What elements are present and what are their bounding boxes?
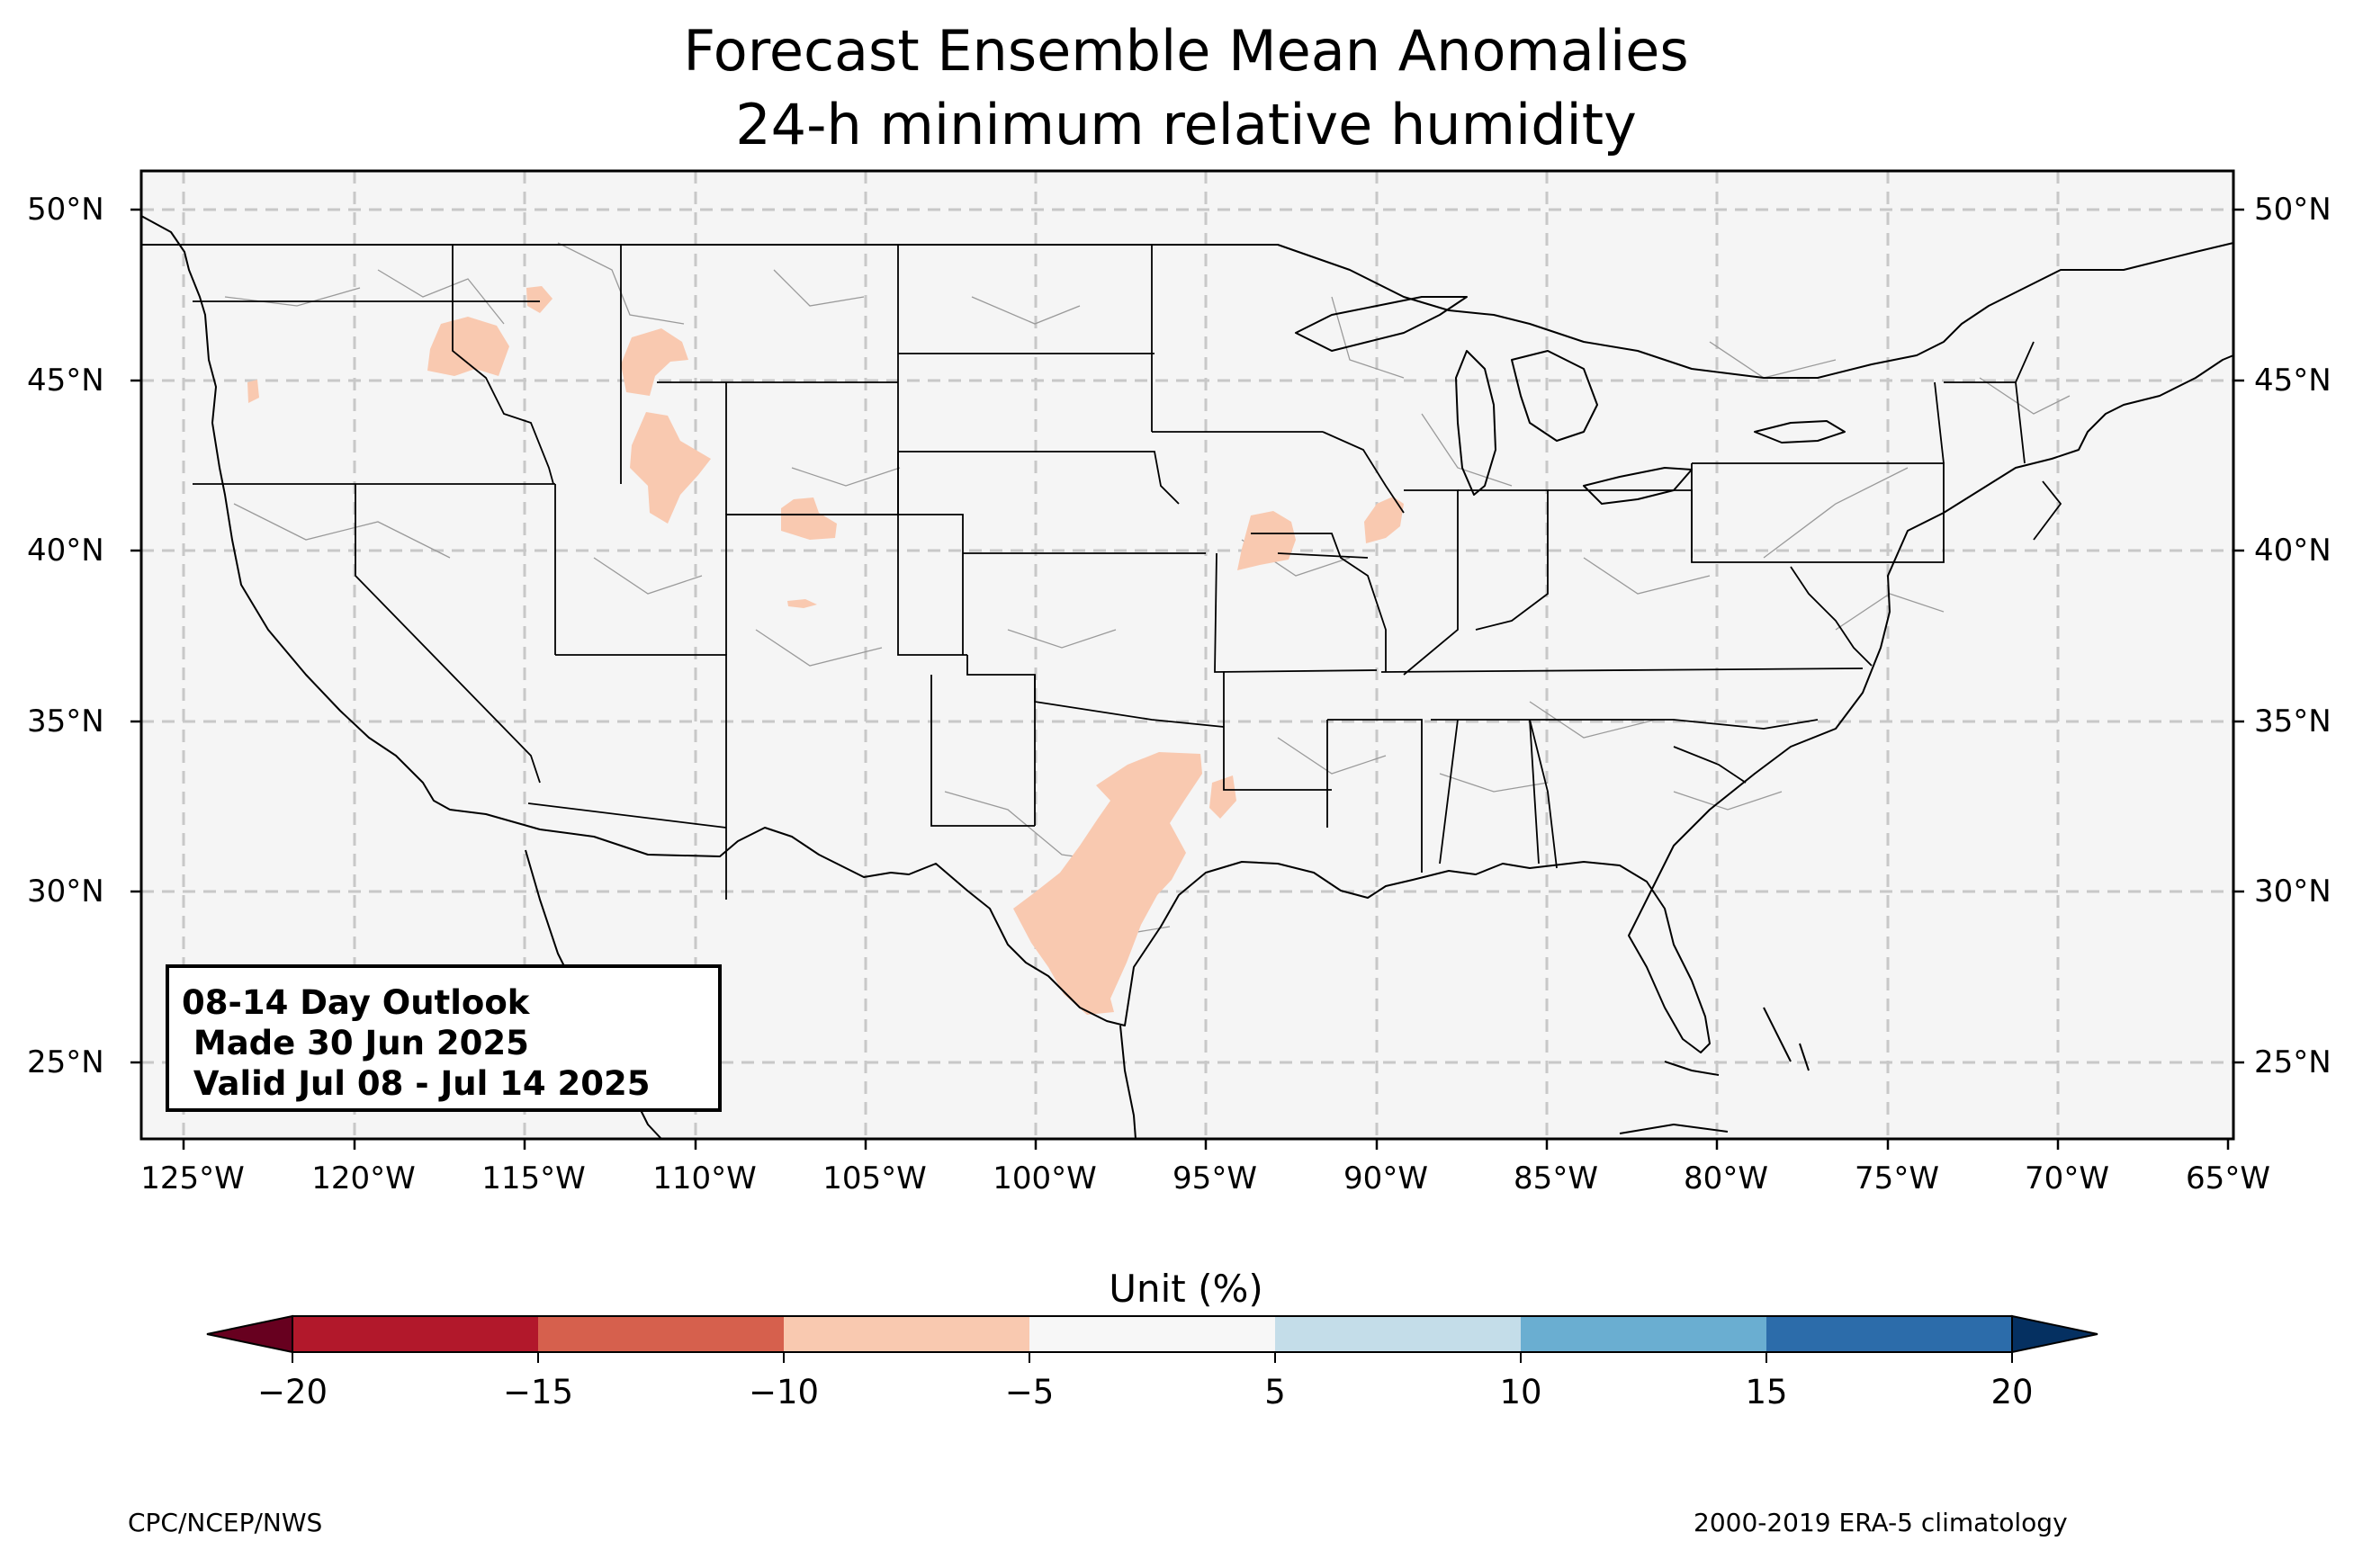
lake-erie bbox=[1583, 467, 1693, 505]
anomaly-area-idaho-oregon bbox=[427, 317, 509, 376]
colorbar-segment-1 bbox=[292, 1316, 538, 1352]
lon-label-80w: 80°W bbox=[1684, 1160, 1768, 1196]
lon-label-85w: 85°W bbox=[1514, 1160, 1598, 1196]
colorbar-tick-15: 15 bbox=[1745, 1373, 1788, 1411]
lat-label-40n-right: 40°N bbox=[2254, 533, 2332, 569]
lat-label-50n-right: 50°N bbox=[2254, 192, 2332, 228]
lon-label-100w: 100°W bbox=[993, 1160, 1097, 1196]
lon-label-115w: 115°W bbox=[481, 1160, 586, 1196]
lat-label-50n-left: 50°N bbox=[27, 192, 104, 228]
anomaly-area-eastern-washington bbox=[247, 380, 259, 403]
colorbar-tick-minus10: −10 bbox=[748, 1373, 820, 1411]
county-lines bbox=[224, 242, 2071, 936]
lat-label-25n-right: 25°N bbox=[2254, 1044, 2332, 1080]
lon-label-65w: 65°W bbox=[2186, 1160, 2270, 1196]
lat-label-45n-right: 45°N bbox=[2254, 363, 2332, 399]
lon-label-90w: 90°W bbox=[1343, 1160, 1428, 1196]
colorbar-extend-high bbox=[2011, 1314, 2098, 1354]
lake-huron bbox=[1511, 350, 1598, 442]
colorbar-tick-minus20: −20 bbox=[256, 1373, 328, 1411]
lon-label-125w: 125°W bbox=[140, 1160, 245, 1196]
lon-label-70w: 70°W bbox=[2025, 1160, 2109, 1196]
footer-climatology: 2000-2019 ERA-5 climatology bbox=[1694, 1508, 2068, 1537]
anomaly-area-western-illinois bbox=[1364, 497, 1404, 543]
colorbar-segment-6 bbox=[1275, 1316, 1521, 1352]
chart-title-line2: 24-h minimum relative humidity bbox=[735, 92, 1637, 157]
colorbar-segment-7 bbox=[1521, 1316, 1766, 1352]
lake-superior bbox=[1295, 296, 1468, 352]
outlook-period: 08-14 Day Outlook bbox=[182, 983, 530, 1022]
bahamas bbox=[1763, 1007, 1810, 1071]
outlook-made-date: Made 30 Jun 2025 bbox=[182, 1024, 529, 1062]
footer-source: CPC/NCEP/NWS bbox=[128, 1508, 323, 1537]
lat-label-35n-left: 35°N bbox=[27, 703, 104, 739]
anomaly-area-southern-colorado bbox=[787, 599, 817, 608]
lon-label-95w: 95°W bbox=[1173, 1160, 1257, 1196]
axis-ticks bbox=[130, 208, 2244, 1150]
anomaly-area-east-texas bbox=[1209, 775, 1236, 819]
colorbar bbox=[206, 1314, 2098, 1363]
colorbar-tick-minus5: −5 bbox=[1004, 1373, 1055, 1411]
colorbar-tick-20: 20 bbox=[1990, 1373, 2034, 1411]
anomaly-area-texas bbox=[1013, 752, 1202, 1015]
colorbar-extend-low bbox=[206, 1314, 293, 1354]
anomaly-area-yellowstone bbox=[621, 328, 688, 396]
outlook-info-box: 08-14 Day Outlook Made 30 Jun 2025 Valid… bbox=[166, 964, 722, 1112]
colorbar-tick-10: 10 bbox=[1499, 1373, 1542, 1411]
colorbar-tick-5: 5 bbox=[1264, 1373, 1286, 1411]
lon-label-110w: 110°W bbox=[652, 1160, 757, 1196]
cuba bbox=[1619, 1124, 1729, 1134]
us-outline bbox=[140, 215, 2234, 1053]
colorbar-segment-5 bbox=[1029, 1316, 1275, 1352]
anomaly-area-western-montana bbox=[526, 286, 553, 313]
lat-label-30n-right: 30°N bbox=[2254, 874, 2332, 909]
lon-label-120w: 120°W bbox=[311, 1160, 416, 1196]
anomaly-area-western-wyoming bbox=[630, 412, 711, 524]
anomaly-shading bbox=[247, 286, 1404, 1015]
colorbar-title: Unit (%) bbox=[1109, 1267, 1263, 1311]
lon-label-75w: 75°W bbox=[1855, 1160, 1939, 1196]
colorbar-outline bbox=[292, 1315, 2013, 1353]
colorbar-segment-2 bbox=[538, 1316, 784, 1352]
colorbar-tick-minus15: −15 bbox=[502, 1373, 574, 1411]
map-frame bbox=[139, 169, 2235, 1141]
lat-label-40n-left: 40°N bbox=[27, 533, 104, 569]
lat-label-35n-right: 35°N bbox=[2254, 703, 2332, 739]
outlook-valid-range: Valid Jul 08 - Jul 14 2025 bbox=[182, 1064, 651, 1103]
lat-label-25n-left: 25°N bbox=[27, 1044, 104, 1080]
lon-label-105w: 105°W bbox=[822, 1160, 927, 1196]
canada-border bbox=[141, 242, 2234, 379]
colorbar-segment-8 bbox=[1766, 1316, 2012, 1352]
lat-label-30n-left: 30°N bbox=[27, 874, 104, 909]
chart-title-line1: Forecast Ensemble Mean Anomalies bbox=[683, 18, 1689, 84]
mexico-gulf-coast bbox=[1119, 1025, 1137, 1140]
anomaly-area-northern-colorado bbox=[781, 497, 837, 540]
colorbar-segment-4 bbox=[784, 1316, 1029, 1352]
lake-ontario bbox=[1754, 420, 1846, 444]
lat-label-45n-left: 45°N bbox=[27, 363, 104, 399]
anomaly-area-northern-missouri bbox=[1237, 511, 1296, 570]
florida-keys bbox=[1664, 1061, 1720, 1076]
state-borders bbox=[193, 245, 2062, 900]
